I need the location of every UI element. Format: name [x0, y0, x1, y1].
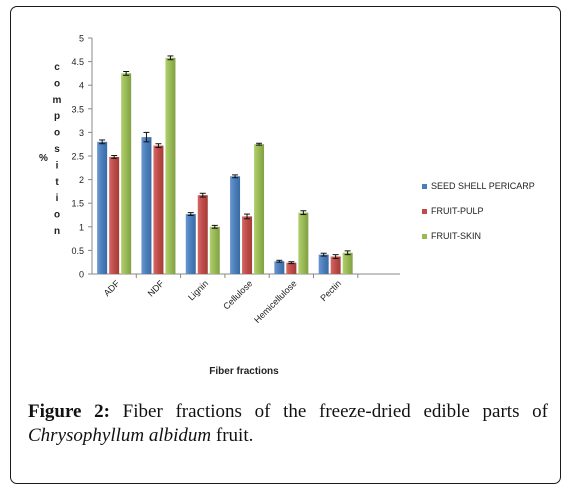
y-tick-label: 3	[79, 128, 84, 138]
y-axis-title-letter: o	[54, 210, 60, 221]
x-tick-label: Lignin	[186, 278, 210, 302]
y-tick-label: 2.5	[71, 152, 84, 162]
y-axis-title-letter: i	[56, 160, 59, 171]
bar	[342, 252, 353, 274]
bars	[97, 55, 353, 275]
x-tick-label: ADF	[102, 278, 122, 298]
y-axis-title-letter: n	[54, 226, 60, 237]
y-tick-label: 2	[79, 175, 84, 185]
y-axis-title-letter: o	[54, 78, 60, 89]
x-tick-label: Cellulose	[221, 278, 254, 311]
bar	[286, 262, 297, 274]
bar	[230, 176, 241, 274]
legend-swatch	[422, 209, 427, 214]
caption-suffix: fruit.	[211, 425, 254, 446]
caption-text: Fiber fractions of the freeze-dried edib…	[109, 401, 548, 422]
y-axis-title-letter: s	[54, 144, 60, 155]
bar	[165, 57, 176, 274]
bar	[153, 145, 164, 274]
bar	[141, 137, 152, 274]
y-tick-label: 3.5	[71, 104, 84, 114]
y-tick-label: 4.5	[71, 57, 84, 67]
bar-chart: 0 0.5 1 1.5 2 2.5 3 3.5 4 4.5 5 ADF NDF Lignin Cellul…	[39, 34, 535, 378]
y-tick-label: 0	[79, 270, 84, 280]
bar	[197, 195, 208, 274]
y-tick-label: 4	[79, 81, 84, 91]
x-tick-label: NDF	[146, 278, 167, 299]
bar	[242, 216, 253, 274]
y-axis-title-letter: t	[55, 177, 59, 188]
bar	[121, 73, 132, 275]
bar	[185, 214, 196, 274]
figure-caption: Figure 2: Fiber fractions of the freeze-…	[28, 400, 548, 448]
y-tick-label: 0.5	[71, 246, 84, 256]
x-axis-title: Fiber fractions	[209, 366, 279, 377]
y-axis-title-letter: c	[54, 62, 60, 73]
y-axis-title-letter: p	[54, 111, 60, 122]
legend-swatch	[422, 184, 427, 189]
x-tick-label: Hemicellulose	[252, 278, 299, 325]
legend-swatch	[422, 234, 427, 239]
y-axis-prefix: %	[39, 153, 48, 164]
y-ticks: 0 0.5 1 1.5 2 2.5 3 3.5 4 4.5 5	[71, 34, 92, 280]
legend: SEED SHELL PERICARP FRUIT-PULP FRUIT-SKIN	[422, 181, 535, 241]
figure-label: Figure 2:	[28, 401, 110, 422]
x-tick-label: Pectin	[318, 278, 343, 303]
bar	[97, 141, 108, 274]
legend-label: FRUIT-PULP	[431, 206, 484, 216]
bar	[274, 261, 285, 274]
bar	[298, 212, 309, 274]
bar	[330, 256, 341, 274]
legend-label: SEED SHELL PERICARP	[431, 181, 535, 191]
y-tick-label: 1.5	[71, 199, 84, 209]
bar	[209, 226, 220, 274]
y-axis-title-letter: o	[54, 128, 60, 139]
y-axis-title-letter: m	[53, 95, 62, 106]
y-tick-label: 5	[79, 34, 84, 44]
y-axis-title-letter: i	[56, 193, 59, 204]
species-name: Chrysophyllum albidum	[28, 425, 212, 446]
bar	[318, 254, 329, 274]
bar	[109, 156, 120, 274]
legend-label: FRUIT-SKIN	[431, 231, 481, 241]
bar	[254, 144, 265, 274]
y-tick-label: 1	[79, 222, 84, 232]
